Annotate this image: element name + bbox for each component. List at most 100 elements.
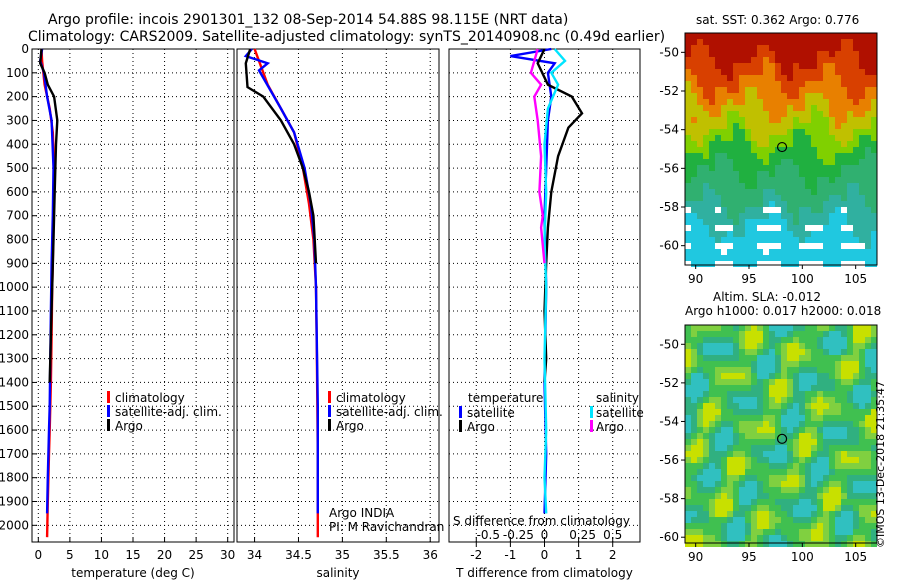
- sst-map-cell: [841, 153, 847, 159]
- sla-map-cell: [751, 445, 757, 451]
- sla-map-cell: [751, 397, 757, 403]
- sst-map-cell: [787, 111, 793, 117]
- sla-map-cell: [733, 475, 739, 481]
- sst-map-cell: [733, 45, 739, 51]
- sla-map-cell: [847, 499, 853, 505]
- sst-map-cell: [835, 129, 841, 135]
- sla-map-cell: [859, 445, 865, 451]
- sla-map-cell: [853, 499, 859, 505]
- sst-map-cell: [775, 177, 781, 183]
- sla-map-cell: [859, 505, 865, 511]
- sst-map-cell: [865, 153, 871, 159]
- sla-map-cell: [847, 361, 853, 367]
- sla-map-cell: [763, 379, 769, 385]
- sla-map-cell: [757, 511, 763, 517]
- sla-map-cell: [769, 361, 775, 367]
- sst-map-cell: [757, 171, 763, 177]
- sla-map-cell: [811, 523, 817, 529]
- sst-map-cell: [727, 87, 733, 93]
- sla-map-cell: [793, 481, 799, 487]
- sla-map-cell: [829, 349, 835, 355]
- sla-map-cell: [757, 385, 763, 391]
- sst-map-cell: [775, 81, 781, 87]
- sla-map-cell: [691, 493, 697, 499]
- sla-map-cell: [829, 385, 835, 391]
- sla-map-cell: [709, 337, 715, 343]
- sst-map-cell: [823, 243, 829, 249]
- sst-map-cell: [703, 129, 709, 135]
- sla-map-cell: [805, 493, 811, 499]
- sla-map-cell: [859, 397, 865, 403]
- sla-map-cell: [823, 433, 829, 439]
- sla-map-cell: [781, 469, 787, 475]
- sla-map-cell: [757, 397, 763, 403]
- sst-map-cell: [757, 135, 763, 141]
- sla-map-cell: [709, 403, 715, 409]
- sla-map-cell: [769, 385, 775, 391]
- sst-map-cell: [727, 237, 733, 243]
- sla-map-cell: [805, 541, 811, 547]
- sst-map-cell: [775, 171, 781, 177]
- sla-map-cell: [697, 373, 703, 379]
- sla-map-cell: [805, 517, 811, 523]
- sla-map-cell: [763, 463, 769, 469]
- sla-map-cell: [775, 541, 781, 547]
- sla-map-cell: [733, 415, 739, 421]
- sst-map-cell: [697, 75, 703, 81]
- sla-map-cell: [745, 535, 751, 541]
- sla-map-cell: [823, 367, 829, 373]
- sst-map-cell: [805, 45, 811, 51]
- sst-map-cell: [871, 153, 877, 159]
- sla-map-cell: [775, 481, 781, 487]
- sst-map-cell: [787, 195, 793, 201]
- temperature-profile-xtick-label: 20: [157, 548, 172, 562]
- sst-map-cell: [703, 117, 709, 123]
- sla-map-cell: [853, 481, 859, 487]
- sst-map-cell: [829, 51, 835, 57]
- sst-map-cell: [865, 195, 871, 201]
- sst-map-cell: [763, 87, 769, 93]
- sst-map-cell: [757, 105, 763, 111]
- sst-map-cell: [817, 87, 823, 93]
- sla-map-cell: [865, 337, 871, 343]
- sla-map-cell: [709, 517, 715, 523]
- sst-map-cell: [751, 159, 757, 165]
- sla-map-cell: [871, 475, 877, 481]
- sla-map-cell: [721, 469, 727, 475]
- sst-map-cell: [781, 195, 787, 201]
- sst-map-cell: [781, 135, 787, 141]
- sst-map-cell: [715, 189, 721, 195]
- sst-map-cell: [745, 105, 751, 111]
- sst-map-cell: [847, 111, 853, 117]
- sst-map-cell: [805, 249, 811, 255]
- sla-map-cell: [757, 493, 763, 499]
- sst-map-cell: [745, 123, 751, 129]
- sst-map-cell: [787, 99, 793, 105]
- sla-map-cell: [781, 331, 787, 337]
- sst-map-cell: [805, 105, 811, 111]
- sla-map-cell: [805, 457, 811, 463]
- sst-map-cell: [781, 237, 787, 243]
- sst-map-cell: [763, 39, 769, 45]
- sst-map-cell: [763, 69, 769, 75]
- sla-map-cell: [721, 487, 727, 493]
- sst-map-cell: [823, 213, 829, 219]
- sst-map-cell: [769, 63, 775, 69]
- sla-map-cell: [691, 391, 697, 397]
- sla-map-cell: [865, 373, 871, 379]
- sst-map-cell: [835, 123, 841, 129]
- sla-map-cell: [817, 325, 823, 331]
- sst-map-cell: [835, 207, 841, 213]
- sst-map-cell: [841, 135, 847, 141]
- sla-map-cell: [841, 451, 847, 457]
- sst-map-cell: [733, 69, 739, 75]
- sst-map-cell: [781, 255, 787, 261]
- sla-map-cell: [805, 463, 811, 469]
- sla-map-cell: [793, 373, 799, 379]
- sst-map-cell: [829, 111, 835, 117]
- sla-map-cell: [715, 445, 721, 451]
- sst-map-cell: [685, 171, 691, 177]
- sst-map-cell: [715, 153, 721, 159]
- sst-map-cell: [853, 99, 859, 105]
- sla-map-cell: [865, 427, 871, 433]
